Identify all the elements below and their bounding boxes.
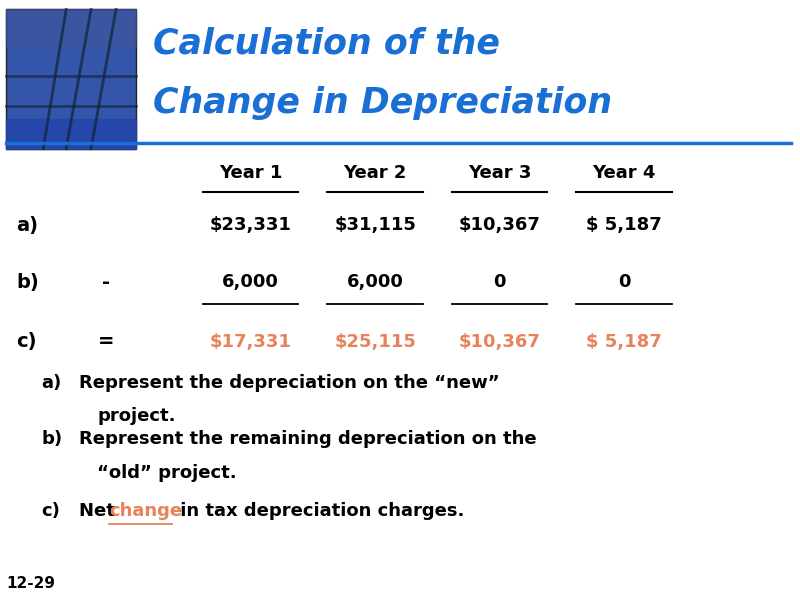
Text: =: =	[98, 332, 114, 352]
Text: 6,000: 6,000	[222, 273, 279, 291]
Text: c): c)	[42, 502, 60, 520]
Text: 6,000: 6,000	[346, 273, 403, 291]
Text: 0: 0	[618, 273, 630, 291]
FancyBboxPatch shape	[6, 10, 136, 149]
Text: Change in Depreciation: Change in Depreciation	[153, 86, 612, 120]
Text: Represent the depreciation on the “new”: Represent the depreciation on the “new”	[79, 374, 500, 392]
Text: $17,331: $17,331	[210, 333, 291, 351]
Text: Year 1: Year 1	[219, 164, 282, 182]
Text: a): a)	[16, 216, 38, 235]
Text: 12-29: 12-29	[6, 576, 55, 591]
Text: a): a)	[42, 374, 62, 392]
Text: Year 3: Year 3	[468, 164, 531, 182]
Text: b): b)	[42, 430, 62, 448]
Text: $23,331: $23,331	[210, 217, 291, 235]
Text: Calculation of the: Calculation of the	[153, 26, 500, 60]
Text: $10,367: $10,367	[458, 333, 541, 351]
Text: project.: project.	[97, 407, 175, 425]
Text: in tax depreciation charges.: in tax depreciation charges.	[174, 502, 464, 520]
Text: -: -	[102, 272, 110, 292]
Text: c): c)	[16, 332, 37, 352]
Text: change: change	[109, 502, 182, 520]
Text: 0: 0	[494, 273, 506, 291]
Text: Year 4: Year 4	[593, 164, 656, 182]
Text: Represent the remaining depreciation on the: Represent the remaining depreciation on …	[79, 430, 537, 448]
Text: $25,115: $25,115	[334, 333, 416, 351]
Text: Year 2: Year 2	[343, 164, 406, 182]
Text: Net: Net	[79, 502, 122, 520]
Text: $10,367: $10,367	[458, 217, 541, 235]
Text: $ 5,187: $ 5,187	[586, 333, 662, 351]
Text: $31,115: $31,115	[334, 217, 416, 235]
Text: b): b)	[16, 272, 39, 292]
Text: “old” project.: “old” project.	[97, 464, 237, 482]
Text: $ 5,187: $ 5,187	[586, 217, 662, 235]
